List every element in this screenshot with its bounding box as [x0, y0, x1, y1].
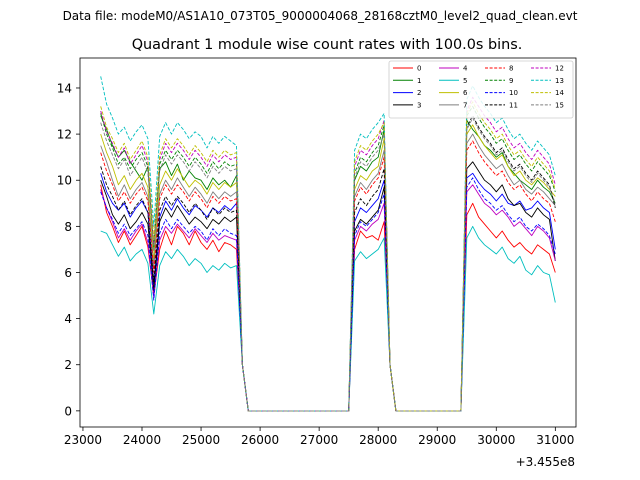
axes-frame — [79, 57, 577, 428]
legend-label-7: 7 — [463, 101, 467, 109]
x-tick-label: 25000 — [182, 433, 220, 447]
x-tick-label: 26000 — [241, 433, 279, 447]
legend-label-12: 12 — [555, 65, 564, 73]
x-tick-label: 30000 — [477, 433, 515, 447]
x-axis-offset-label: +3.455e8 — [516, 455, 575, 469]
legend-label-13: 13 — [555, 77, 564, 85]
legend-label-6: 6 — [463, 89, 468, 97]
y-tick-label: 14 — [57, 81, 72, 95]
y-tick-label: 4 — [64, 312, 72, 326]
legend-label-0: 0 — [417, 65, 421, 73]
x-tick-label: 23000 — [64, 433, 102, 447]
legend-label-14: 14 — [555, 89, 564, 97]
legend-label-10: 10 — [509, 89, 518, 97]
x-tick-label: 27000 — [300, 433, 338, 447]
series-line-10 — [100, 177, 556, 412]
series-line-15 — [100, 117, 556, 412]
x-tick-label: 31000 — [536, 433, 574, 447]
y-tick-label: 8 — [64, 220, 72, 234]
chart-title: Quadrant 1 module wise count rates with … — [132, 37, 523, 53]
legend-label-8: 8 — [509, 65, 513, 73]
y-tick-label: 2 — [64, 358, 72, 372]
figure-suptitle: Data file: modeM0/AS1A10_073T05_90000040… — [63, 9, 578, 23]
legend-label-9: 9 — [509, 77, 513, 85]
y-axis: 0 2 4 6 8 10 12 14 — [57, 81, 80, 418]
y-tick-label: 6 — [64, 266, 72, 280]
legend-label-2: 2 — [417, 89, 421, 97]
legend-label-5: 5 — [463, 77, 467, 85]
axes-background — [80, 58, 576, 427]
legend-label-3: 3 — [417, 101, 421, 109]
x-tick-label: 28000 — [359, 433, 397, 447]
legend-label-15: 15 — [555, 101, 564, 109]
y-tick-label: 12 — [57, 128, 72, 142]
legend-label-1: 1 — [417, 77, 421, 85]
series-layer — [100, 76, 556, 412]
x-tick-label: 29000 — [418, 433, 456, 447]
legend-label-4: 4 — [463, 65, 468, 73]
plot-area: 23000 24000 25000 26000 27000 28000 29000 30000… — [57, 57, 577, 447]
series-line-14 — [100, 101, 556, 412]
legend-frame — [388, 60, 574, 119]
y-tick-label: 0 — [64, 404, 72, 418]
legend-label-11: 11 — [509, 101, 518, 109]
x-axis: 23000 24000 25000 26000 27000 28000 29000 30000… — [64, 427, 574, 447]
series-line-13 — [100, 76, 556, 412]
x-tick-label: 24000 — [123, 433, 161, 447]
y-tick-label: 10 — [57, 174, 72, 188]
